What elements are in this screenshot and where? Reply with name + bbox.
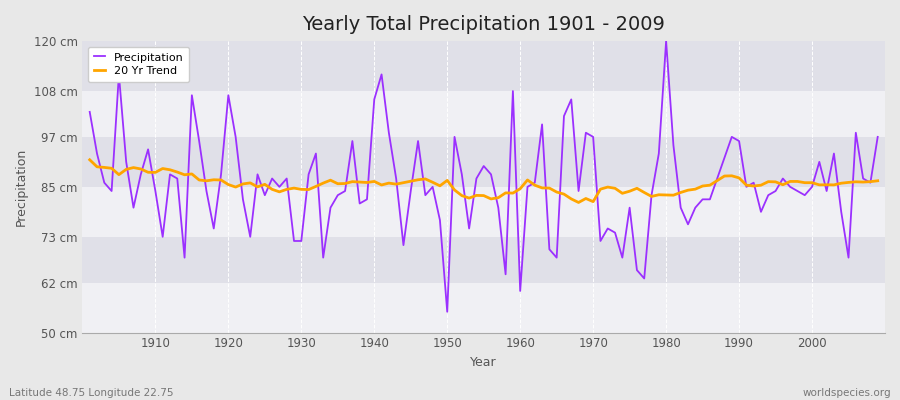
Text: worldspecies.org: worldspecies.org [803,388,891,398]
X-axis label: Year: Year [471,356,497,369]
20 Yr Trend [573,200,584,205]
Precipitation [661,39,671,44]
Precipitation [442,309,453,314]
20 Yr Trend [347,179,358,184]
Precipitation [85,110,95,114]
Line: Precipitation: Precipitation [90,41,878,312]
20 Yr Trend [609,186,620,191]
Precipitation [515,288,526,293]
Bar [83,283,885,332]
Precipitation [609,230,620,235]
20 Yr Trend [872,178,883,183]
Precipitation [872,134,883,139]
Title: Yearly Total Precipitation 1901 - 2009: Yearly Total Precipitation 1901 - 2009 [302,15,665,34]
20 Yr Trend [85,157,95,162]
Precipitation [347,139,358,144]
Precipitation [143,147,154,152]
Precipitation [303,172,314,177]
20 Yr Trend [303,187,314,192]
Bar [83,91,885,137]
Text: Latitude 48.75 Longitude 22.75: Latitude 48.75 Longitude 22.75 [9,388,174,398]
20 Yr Trend [508,191,518,196]
Line: 20 Yr Trend: 20 Yr Trend [90,160,878,202]
Precipitation [522,184,533,189]
20 Yr Trend [515,186,526,191]
Bar [83,187,885,237]
Y-axis label: Precipitation: Precipitation [15,148,28,226]
Legend: Precipitation, 20 Yr Trend: Precipitation, 20 Yr Trend [88,47,189,82]
20 Yr Trend [143,170,154,175]
